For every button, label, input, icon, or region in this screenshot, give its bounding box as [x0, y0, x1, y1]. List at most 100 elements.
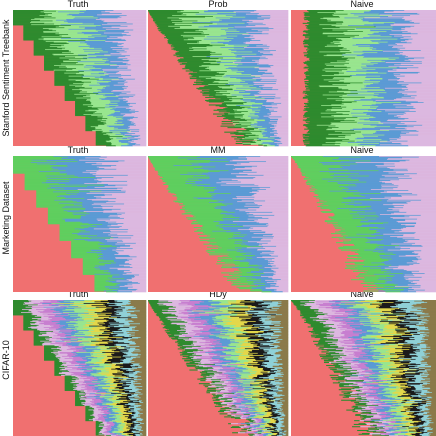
bar-segment — [344, 136, 365, 138]
bar-segment — [105, 367, 121, 369]
bar-segment — [401, 131, 436, 133]
bar-segment — [66, 193, 87, 195]
bar-segment — [43, 301, 60, 303]
bar-segment — [357, 122, 379, 124]
bar-segment — [108, 281, 133, 283]
bar-segment — [201, 90, 215, 92]
bar-segment — [210, 183, 255, 186]
bar-segment — [82, 262, 117, 264]
bar-segment — [23, 315, 38, 317]
bar-segment — [64, 333, 76, 335]
bar-segment — [377, 96, 412, 98]
bar-segment — [118, 377, 132, 379]
bar-segment — [23, 37, 44, 40]
bar-segment — [87, 105, 110, 108]
bar-segment — [36, 199, 55, 201]
bar-segment — [126, 397, 135, 399]
bar-segment — [82, 265, 96, 267]
bar-segment — [97, 116, 124, 118]
bar-segment — [88, 361, 103, 363]
bar-segment — [344, 228, 370, 230]
bar-segment — [382, 50, 422, 52]
bar-segment — [277, 111, 289, 113]
bar-segment — [189, 78, 207, 80]
bar-segment — [349, 209, 400, 211]
bar-segment — [113, 138, 123, 140]
bar-segment — [36, 321, 45, 323]
bar-segment — [261, 16, 289, 18]
bar-segment — [53, 352, 60, 354]
bar-segment — [66, 306, 76, 308]
bar-segment — [42, 28, 85, 30]
bar-segment — [95, 302, 110, 304]
bar-segment — [226, 90, 246, 92]
bar-segment — [59, 352, 77, 354]
bar-segment — [250, 106, 262, 108]
bar-segment — [69, 321, 95, 323]
bar-segment — [82, 268, 96, 270]
bar-segment — [96, 218, 147, 220]
bar-segment — [309, 57, 356, 59]
bar-segment — [257, 248, 289, 250]
bar-segment — [86, 357, 98, 359]
bar-segment — [100, 248, 133, 250]
bar-segment — [236, 87, 264, 89]
bar-segment — [83, 344, 92, 346]
bar-segment — [85, 124, 105, 126]
bar-segment — [127, 333, 147, 335]
bar-segment — [64, 86, 76, 88]
bar-segment — [392, 279, 420, 281]
bar-segment — [82, 269, 101, 271]
bar-segment — [117, 42, 147, 44]
bar-segment — [199, 87, 220, 89]
bar-segment — [69, 361, 78, 364]
bar-segment — [412, 273, 436, 275]
bar-segment — [242, 242, 258, 244]
bar-segment — [268, 261, 289, 263]
bar-segment — [309, 133, 356, 135]
bar-segment — [303, 43, 335, 45]
bar-segment — [306, 103, 344, 105]
bar-segment — [236, 176, 289, 178]
bar-segment — [96, 162, 147, 164]
bar-segment — [322, 164, 385, 166]
bar-segment — [341, 166, 378, 168]
bar-segment — [87, 358, 105, 360]
bar-segment — [338, 248, 376, 250]
bar-segment — [85, 125, 99, 127]
bar-segment — [414, 97, 436, 99]
bar-segment — [245, 129, 255, 131]
bar-segment — [347, 13, 380, 15]
bar-segment — [356, 101, 377, 103]
bar-segment — [98, 93, 114, 95]
bar-segment — [114, 394, 123, 396]
bar-segment — [98, 387, 103, 389]
bar-segment — [130, 347, 136, 349]
bar-segment — [333, 13, 351, 15]
bar-segment — [84, 300, 102, 302]
bar-segment — [320, 206, 371, 208]
bar-segment — [303, 116, 322, 118]
bar-segment — [88, 309, 107, 311]
bar-segment — [66, 165, 117, 167]
bar-segment — [111, 339, 124, 341]
bar-segment — [102, 88, 124, 90]
bar-segment — [257, 264, 272, 266]
bar-segment — [96, 377, 108, 379]
bar-segment — [142, 386, 147, 388]
bar-segment — [261, 78, 289, 80]
bar-segment — [43, 31, 83, 33]
bar-segment — [272, 266, 289, 268]
bar-segment — [111, 307, 126, 309]
bar-segment — [80, 59, 109, 61]
bar-segment — [49, 340, 63, 342]
bar-segment — [196, 78, 216, 80]
bar-segment — [127, 174, 147, 176]
bar-segment — [342, 53, 363, 55]
bar-segment — [375, 117, 399, 119]
bar-segment — [47, 213, 90, 215]
bar-segment — [100, 349, 113, 351]
bar-segment — [173, 47, 190, 49]
bar-segment — [231, 136, 249, 138]
bar-segment — [117, 383, 127, 385]
